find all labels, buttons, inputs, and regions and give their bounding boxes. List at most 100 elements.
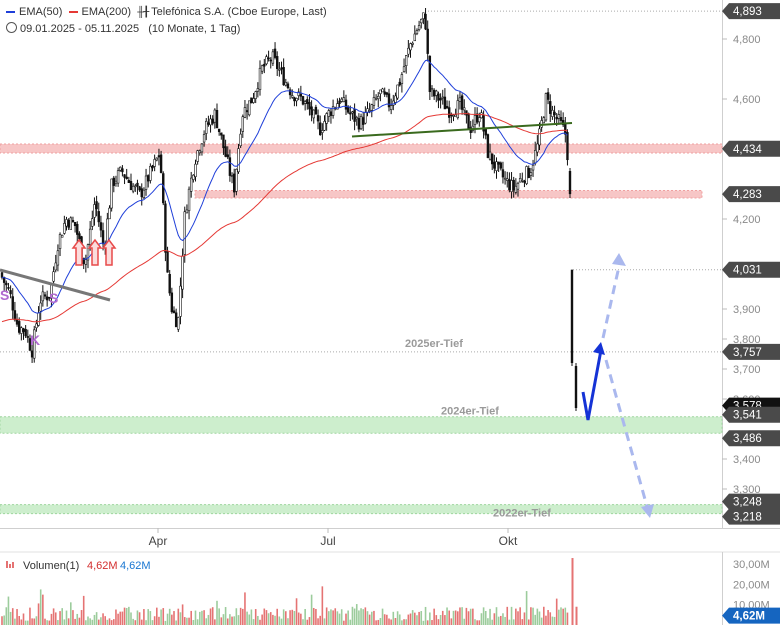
x-tick-label: Okt: [499, 534, 518, 548]
volume-icon: [9, 564, 11, 568]
candle: [267, 57, 270, 60]
volume-bar: [437, 619, 440, 625]
candle: [424, 13, 427, 30]
candle: [91, 218, 94, 227]
volume-bar: [484, 610, 487, 625]
candle: [252, 98, 255, 103]
volume-bar: [42, 594, 44, 625]
volume-bar: [418, 611, 420, 625]
volume-bar: [441, 610, 444, 625]
candle: [445, 106, 449, 109]
candle: [239, 133, 242, 147]
price-tag-bg: [722, 343, 780, 360]
volume-bar: [530, 607, 532, 625]
volume-bar: [158, 616, 160, 625]
candle: [510, 180, 513, 192]
candle: [379, 89, 382, 95]
volume-bar: [386, 614, 388, 625]
reference-label: 2025er-Tief: [405, 338, 463, 350]
candle: [542, 117, 546, 124]
candle: [364, 112, 367, 124]
volume-bar: [422, 620, 425, 625]
price-tag-bg: [722, 406, 780, 423]
volume-bar: [515, 608, 517, 625]
volume-bar: [454, 610, 457, 625]
candle: [209, 118, 212, 126]
candle: [237, 148, 240, 173]
candle: [400, 74, 404, 84]
candle: [359, 116, 363, 130]
candle: [478, 117, 481, 123]
volume-bar: [306, 619, 309, 625]
candle: [486, 134, 490, 158]
volume-bar: [18, 616, 20, 625]
volume-bar: [407, 614, 410, 625]
candle: [84, 259, 88, 265]
volume-bar: [117, 613, 119, 625]
volume-bar: [186, 617, 188, 625]
volume-bar: [390, 619, 392, 625]
y-tick-label: 3,800: [733, 334, 761, 346]
volume-bar: [134, 620, 137, 625]
volume-bar: [104, 616, 106, 625]
candle: [280, 67, 283, 70]
candle: [226, 154, 229, 158]
candle: [235, 168, 238, 192]
candle: [306, 99, 309, 105]
price-tag-label: 4,283: [733, 189, 762, 201]
candle: [402, 66, 406, 72]
price-tag-label: 3,757: [733, 347, 762, 359]
volume-bar: [377, 619, 380, 625]
candle: [368, 110, 371, 112]
volume-bar: [147, 609, 149, 625]
volume-bar: [220, 617, 223, 625]
volume-bar: [452, 610, 455, 625]
candle: [39, 302, 42, 312]
volume-bar: [362, 609, 364, 625]
volume-bar: [358, 610, 360, 625]
price-tag-label: 4,893: [733, 6, 762, 18]
volume-bar: [439, 615, 442, 625]
volume-icon: [6, 561, 8, 568]
ema50-label: EMA(50): [19, 6, 63, 18]
candle: [555, 116, 558, 120]
candle: [355, 117, 358, 120]
volume-bar: [347, 610, 349, 625]
pattern-label: S: [0, 287, 9, 303]
volume-bar: [517, 611, 519, 625]
clock-icon: [6, 22, 17, 33]
y-tick-label: 4,800: [733, 34, 761, 46]
volume-bar: [411, 610, 414, 625]
candle: [370, 104, 373, 111]
volume-bar: [416, 615, 418, 625]
volume-bar: [491, 619, 493, 625]
volume-bar: [1, 616, 3, 625]
candle: [404, 55, 408, 67]
volume-bar: [538, 611, 541, 625]
volume-bar: [196, 619, 199, 625]
volume-bar: [201, 610, 203, 625]
candle: [20, 327, 23, 334]
volume-bar: [510, 606, 513, 625]
volume-bar: [571, 558, 574, 625]
volume-bar: [82, 595, 85, 625]
volume-bar: [560, 607, 562, 625]
volume-bar: [226, 618, 229, 625]
volume-bar: [85, 620, 87, 625]
volume-bar: [482, 607, 485, 625]
volume-bar: [27, 620, 29, 625]
volume-bar: [216, 600, 218, 625]
price-tag-label: 4,031: [733, 265, 762, 277]
candle: [48, 296, 51, 299]
candle: [291, 95, 294, 98]
arrow-head: [612, 253, 626, 266]
volume-bar: [278, 616, 281, 625]
volume-bar: [80, 610, 83, 625]
candle: [389, 105, 393, 110]
volume-bar: [153, 616, 156, 625]
candle: [413, 33, 416, 42]
volume-bar: [78, 617, 81, 625]
candle: [342, 97, 346, 102]
volume-bar: [209, 608, 212, 625]
